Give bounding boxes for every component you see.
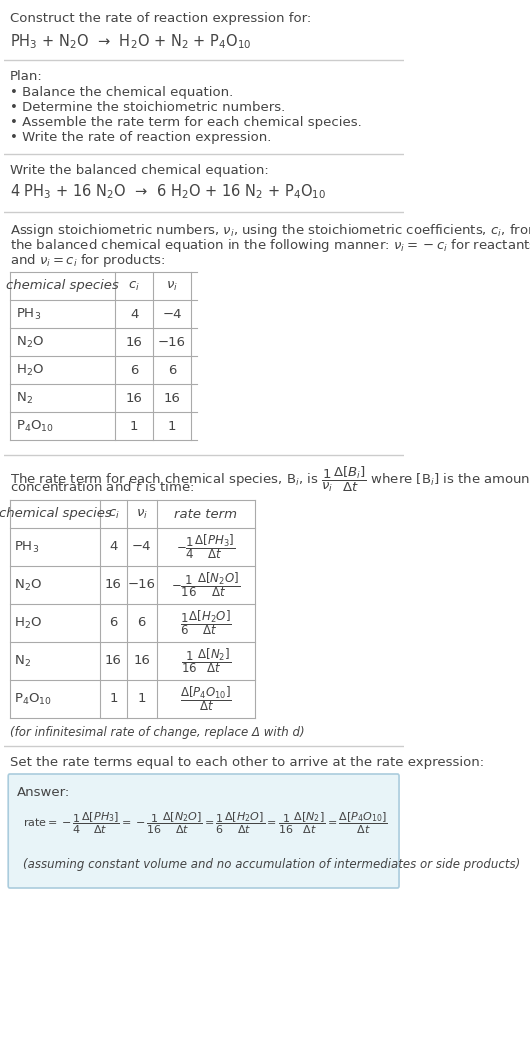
Text: chemical species: chemical species <box>6 279 119 293</box>
Text: • Assemble the rate term for each chemical species.: • Assemble the rate term for each chemic… <box>10 116 361 129</box>
Text: 6: 6 <box>167 364 176 377</box>
Text: $c_i$: $c_i$ <box>108 507 119 521</box>
Text: 16: 16 <box>105 578 122 591</box>
Text: $\mathrm{rate} = -\dfrac{1}{4}\dfrac{\Delta[PH_3]}{\Delta t} = -\dfrac{1}{16}\df: $\mathrm{rate} = -\dfrac{1}{4}\dfrac{\De… <box>23 811 388 837</box>
Text: 16: 16 <box>163 391 180 405</box>
Text: 1: 1 <box>109 692 118 705</box>
Text: the balanced chemical equation in the following manner: $\nu_i = -c_i$ for react: the balanced chemical equation in the fo… <box>10 237 530 254</box>
Text: 6: 6 <box>130 364 138 377</box>
Text: 1: 1 <box>130 419 138 432</box>
Text: N$_2$: N$_2$ <box>14 654 31 668</box>
Text: rate term: rate term <box>174 507 237 521</box>
Text: H$_2$O: H$_2$O <box>16 363 44 378</box>
Text: 6: 6 <box>109 616 118 630</box>
Text: • Determine the stoichiometric numbers.: • Determine the stoichiometric numbers. <box>10 101 285 114</box>
Text: Write the balanced chemical equation:: Write the balanced chemical equation: <box>10 164 269 177</box>
Text: 4 PH$_3$ + 16 N$_2$O  →  6 H$_2$O + 16 N$_2$ + P$_4$O$_{10}$: 4 PH$_3$ + 16 N$_2$O → 6 H$_2$O + 16 N$_… <box>10 182 326 201</box>
Text: PH$_3$: PH$_3$ <box>16 306 41 321</box>
Text: chemical species: chemical species <box>0 507 111 521</box>
Text: −16: −16 <box>128 578 156 591</box>
Text: N$_2$O: N$_2$O <box>14 577 42 592</box>
Text: $-\dfrac{1}{4}\dfrac{\Delta[PH_3]}{\Delta t}$: $-\dfrac{1}{4}\dfrac{\Delta[PH_3]}{\Delt… <box>176 532 236 562</box>
Text: 16: 16 <box>134 655 150 667</box>
Text: Plan:: Plan: <box>10 70 42 83</box>
Text: $\nu_i$: $\nu_i$ <box>166 279 178 293</box>
Text: $\dfrac{\Delta[P_4O_{10}]}{\Delta t}$: $\dfrac{\Delta[P_4O_{10}]}{\Delta t}$ <box>180 684 232 713</box>
Text: 16: 16 <box>105 655 122 667</box>
FancyBboxPatch shape <box>8 774 399 888</box>
Text: 6: 6 <box>138 616 146 630</box>
Text: concentration and $t$ is time:: concentration and $t$ is time: <box>10 480 194 494</box>
Text: $\dfrac{1}{6}\dfrac{\Delta[H_2O]}{\Delta t}$: $\dfrac{1}{6}\dfrac{\Delta[H_2O]}{\Delta… <box>180 609 232 637</box>
Text: 4: 4 <box>109 541 118 553</box>
Text: $\nu_i$: $\nu_i$ <box>136 507 148 521</box>
Text: $c_i$: $c_i$ <box>128 279 140 293</box>
Text: PH$_3$: PH$_3$ <box>14 540 39 554</box>
Text: $\dfrac{1}{16}\dfrac{\Delta[N_2]}{\Delta t}$: $\dfrac{1}{16}\dfrac{\Delta[N_2]}{\Delta… <box>181 646 231 676</box>
Text: The rate term for each chemical species, B$_i$, is $\dfrac{1}{\nu_i}\dfrac{\Delt: The rate term for each chemical species,… <box>10 465 530 495</box>
Text: $-\dfrac{1}{16}\dfrac{\Delta[N_2O]}{\Delta t}$: $-\dfrac{1}{16}\dfrac{\Delta[N_2O]}{\Del… <box>171 571 241 599</box>
Text: (for infinitesimal rate of change, replace Δ with d): (for infinitesimal rate of change, repla… <box>10 726 304 740</box>
Text: Assign stoichiometric numbers, $\nu_i$, using the stoichiometric coefficients, $: Assign stoichiometric numbers, $\nu_i$, … <box>10 222 530 238</box>
Text: Answer:: Answer: <box>17 786 70 799</box>
Text: 16: 16 <box>126 391 143 405</box>
Text: • Write the rate of reaction expression.: • Write the rate of reaction expression. <box>10 131 271 144</box>
Text: PH$_3$ + N$_2$O  →  H$_2$O + N$_2$ + P$_4$O$_{10}$: PH$_3$ + N$_2$O → H$_2$O + N$_2$ + P$_4$… <box>10 32 251 50</box>
Text: (assuming constant volume and no accumulation of intermediates or side products): (assuming constant volume and no accumul… <box>23 858 520 871</box>
Text: 1: 1 <box>167 419 176 432</box>
Text: N$_2$: N$_2$ <box>16 390 33 406</box>
Text: −4: −4 <box>132 541 152 553</box>
Text: P$_4$O$_{10}$: P$_4$O$_{10}$ <box>14 691 52 706</box>
Text: • Balance the chemical equation.: • Balance the chemical equation. <box>10 86 233 99</box>
Text: Set the rate terms equal to each other to arrive at the rate expression:: Set the rate terms equal to each other t… <box>10 756 484 769</box>
Text: −4: −4 <box>162 308 182 320</box>
Text: 1: 1 <box>137 692 146 705</box>
Text: 4: 4 <box>130 308 138 320</box>
Text: 16: 16 <box>126 336 143 348</box>
Text: −16: −16 <box>158 336 186 348</box>
Text: and $\nu_i = c_i$ for products:: and $\nu_i = c_i$ for products: <box>10 252 165 269</box>
Text: H$_2$O: H$_2$O <box>14 615 42 631</box>
Text: N$_2$O: N$_2$O <box>16 335 44 349</box>
Text: P$_4$O$_{10}$: P$_4$O$_{10}$ <box>16 418 54 433</box>
Text: Construct the rate of reaction expression for:: Construct the rate of reaction expressio… <box>10 12 311 25</box>
